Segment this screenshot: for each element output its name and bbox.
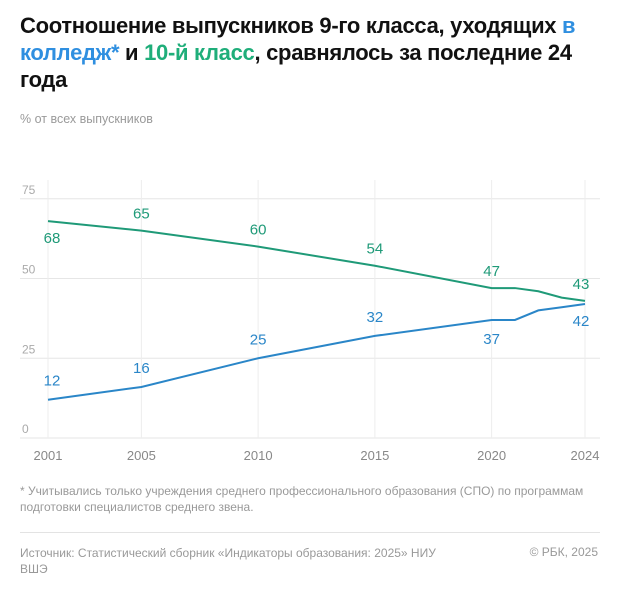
data-label: 60 — [250, 222, 267, 239]
x-tick-label: 2001 — [34, 448, 63, 463]
line-chart: 0 25 50 75 2001 2005 2010 2015 2020 2024 68 65 60 54 4… — [20, 180, 600, 463]
source: Источник: Статистический сборник «Индика… — [20, 546, 436, 576]
y-tick-label: 50 — [22, 263, 36, 277]
y-tick-label: 25 — [22, 342, 36, 356]
data-label: 12 — [44, 373, 61, 390]
y-tick-label: 75 — [22, 183, 36, 197]
footnote: * Учитывались только учреждения среднего… — [20, 484, 584, 514]
y-tick-label: 0 — [22, 422, 29, 436]
data-label: 54 — [367, 241, 384, 258]
series-line-college — [47, 303, 586, 401]
x-tick-label: 2005 — [127, 448, 156, 463]
chart-title: Соотношение выпускников 9-го класса, ухо… — [20, 13, 576, 92]
y-axis-label: % от всех выпускников — [20, 112, 153, 126]
title-10th-grade: 10-й класс — [144, 40, 255, 65]
copyright: © РБК, 2025 — [529, 545, 598, 559]
data-label: 32 — [367, 309, 384, 326]
data-label: 47 — [483, 263, 500, 280]
data-label: 16 — [133, 360, 150, 377]
x-tick-label: 2024 — [571, 448, 600, 463]
data-label: 37 — [483, 331, 500, 348]
x-tick-label: 2010 — [244, 448, 273, 463]
x-tick-label: 2015 — [360, 448, 389, 463]
title-college: в колледж* — [20, 13, 576, 65]
data-label: 68 — [44, 230, 61, 247]
series-line-10th-grade — [47, 220, 586, 302]
x-tick-label: 2020 — [477, 448, 506, 463]
divider — [20, 532, 600, 533]
data-label: 43 — [573, 276, 590, 293]
data-label: 65 — [133, 206, 150, 223]
data-label: 25 — [250, 331, 267, 348]
data-label: 42 — [573, 313, 590, 330]
